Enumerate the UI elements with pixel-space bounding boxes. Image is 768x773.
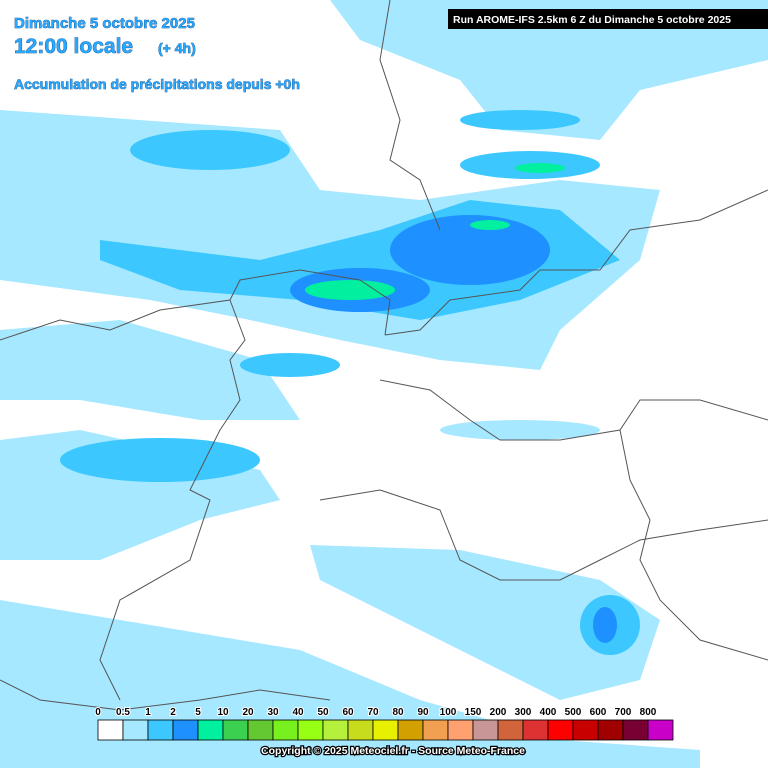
legend-swatch (272, 719, 299, 741)
run-info: Run AROME-IFS 2.5km 6 Z du Dimanche 5 oc… (453, 14, 731, 26)
legend-swatch (447, 719, 474, 741)
legend-label: 80 (392, 707, 404, 718)
legend-label: 700 (615, 707, 632, 718)
legend-swatch (122, 719, 149, 741)
legend: 0 0.5 1 2 5 10 20 30 40 50 60 70 80 90 100 150 200 300 400… (94, 706, 674, 741)
legend-label: 500 (565, 707, 582, 718)
legend-label: 90 (417, 707, 429, 718)
legend-label: 60 (342, 707, 354, 718)
legend-swatch (347, 719, 374, 741)
legend-label: 50 (317, 707, 329, 718)
legend-label: 600 (590, 707, 607, 718)
legend-swatch (597, 719, 624, 741)
legend-label: 800 (640, 707, 657, 718)
legend-label: 30 (267, 707, 279, 718)
legend-swatch (372, 719, 399, 741)
legend-label: 70 (367, 707, 379, 718)
legend-swatch (322, 719, 349, 741)
legend-swatch (547, 719, 574, 741)
legend-label: 300 (515, 707, 532, 718)
legend-swatch (622, 719, 649, 741)
legend-swatch (472, 719, 499, 741)
legend-label: 150 (465, 707, 482, 718)
legend-label: 20 (242, 707, 254, 718)
legend-label: 2 (170, 707, 176, 718)
legend-label: 200 (490, 707, 507, 718)
lead: (+ 4h) (158, 40, 196, 56)
legend-swatch (172, 719, 199, 741)
borders (0, 0, 768, 711)
legend-swatch (572, 719, 599, 741)
legend-label: 400 (540, 707, 557, 718)
time: 12:00 locale (14, 35, 133, 58)
legend-swatch (97, 719, 124, 741)
subtitle: Accumulation de précipitations depuis +0… (14, 76, 300, 92)
legend-swatch (247, 719, 274, 741)
legend-swatch (422, 719, 449, 741)
legend-label: 0.5 (116, 707, 130, 718)
copyright: Copyright © 2025 Meteociel.fr - Source M… (261, 745, 525, 757)
legend-swatch (647, 719, 674, 741)
legend-label: 40 (292, 707, 304, 718)
legend-swatch (497, 719, 524, 741)
legend-swatch (197, 719, 224, 741)
date: Dimanche 5 octobre 2025 (14, 15, 195, 32)
legend-label: 100 (440, 707, 457, 718)
legend-label: 10 (217, 707, 229, 718)
run-info-box (448, 9, 768, 29)
legend-label: 0 (95, 707, 101, 718)
legend-swatch (147, 719, 174, 741)
legend-label: 5 (195, 707, 201, 718)
legend-swatch (222, 719, 249, 741)
legend-label: 1 (145, 707, 151, 718)
legend-swatch (297, 719, 324, 741)
legend-swatch (397, 719, 424, 741)
legend-swatch (522, 719, 549, 741)
